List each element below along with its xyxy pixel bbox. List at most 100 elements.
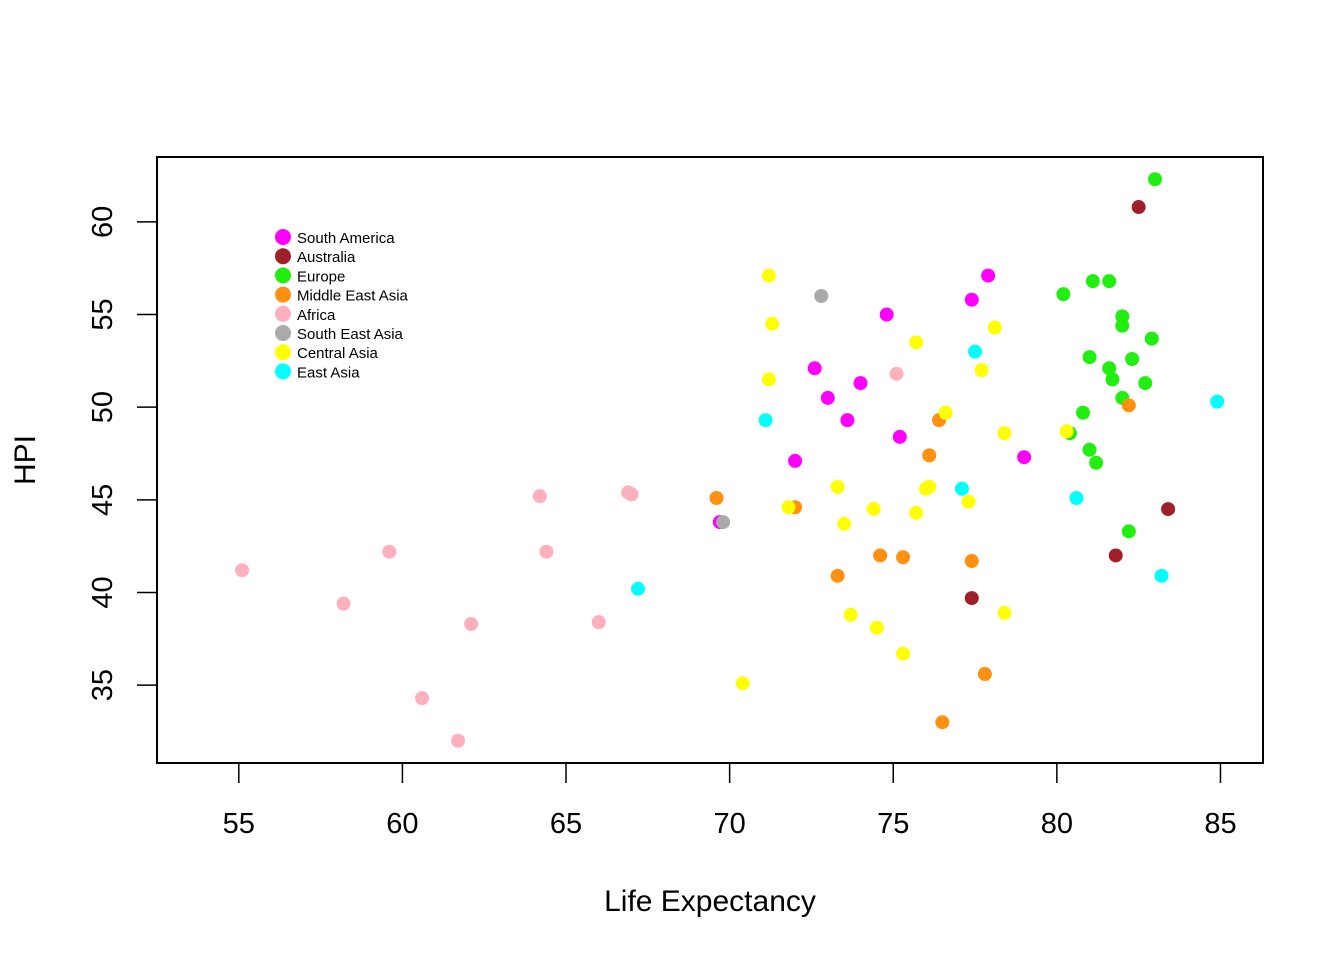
data-point-middle-east-asia [1121,398,1136,413]
data-point-europe [1115,318,1130,333]
legend-marker-east-asia [275,363,291,380]
data-point-south-east-asia [716,515,731,530]
legend: South America Australia Europe Middle East … [275,229,409,381]
data-point-east-asia [758,413,773,428]
legend-label-africa: Africa [297,307,336,324]
legend-label-central-asia: Central Asia [297,345,379,362]
data-point-europe [1121,524,1136,539]
data-point-east-asia [631,581,646,596]
legend-label-south-east-asia: South East Asia [297,326,404,343]
legend-marker-australia [275,248,291,265]
data-point-south-america [964,292,979,307]
y-tick-label: 60 [87,206,119,238]
data-point-africa [336,596,351,611]
legend-marker-africa [275,305,291,322]
data-point-africa [532,489,547,504]
data-point-south-america [788,453,803,468]
data-point-south-america [807,361,822,376]
y-tick-label: 55 [87,298,119,330]
data-point-australia [1131,200,1146,215]
legend-label-europe: Europe [297,268,345,285]
y-tick-label: 35 [87,669,119,701]
data-point-africa [415,691,430,706]
data-point-central-asia [837,516,852,531]
legend-label-south-america: South America [297,230,395,247]
data-point-central-asia [909,505,924,520]
data-point-east-asia [1154,568,1169,583]
data-point-central-asia [997,426,1012,441]
data-point-europe [1138,376,1153,391]
legend-label-middle-east-asia: Middle East Asia [297,288,409,305]
data-point-africa [382,544,397,559]
legend-label-east-asia: East Asia [297,364,360,381]
x-tick-label: 60 [386,808,418,840]
legend-marker-south-america [275,229,291,245]
data-point-central-asia [938,405,953,420]
y-axis-title: HPI [9,435,42,485]
data-point-south-east-asia [814,288,829,303]
data-point-africa [889,366,904,381]
x-tick-label: 55 [223,808,255,840]
data-point-europe [1102,361,1117,376]
x-tick-label: 80 [1041,808,1073,840]
x-axis: 55 60 65 70 75 80 85 [223,762,1237,840]
data-point-europe [1148,172,1163,187]
data-point-europe [1105,372,1120,387]
y-tick-label: 50 [87,391,119,423]
data-point-middle-east-asia [964,554,979,568]
data-point-europe [1085,274,1100,289]
data-point-africa [464,617,479,632]
data-point-central-asia [909,335,924,350]
legend-marker-middle-east-asia [275,286,291,303]
data-point-south-america [820,390,835,405]
data-point-australia [1108,548,1123,563]
data-point-middle-east-asia [922,448,937,463]
x-tick-label: 65 [550,808,582,840]
data-point-middle-east-asia [873,548,888,563]
data-point-central-asia [961,494,976,509]
x-tick-label: 75 [877,808,909,840]
data-point-central-asia [781,500,796,515]
data-point-central-asia [987,320,1002,335]
data-point-central-asia [922,479,937,494]
data-point-europe [1082,442,1097,457]
data-point-central-asia [974,363,989,378]
data-point-central-asia [765,316,780,331]
data-point-middle-east-asia [830,568,845,583]
legend-marker-central-asia [275,344,291,361]
data-point-south-america [892,429,907,444]
data-point-central-asia [997,605,1012,620]
data-point-central-asia [735,676,750,691]
data-point-europe [1125,352,1140,366]
data-point-central-asia [896,646,911,661]
x-axis-title: Life Expectancy [604,885,816,918]
data-point-south-america [853,376,868,391]
x-tick-label: 70 [714,808,746,840]
data-point-central-asia [830,479,845,494]
data-point-europe [1082,350,1097,365]
data-point-australia [964,591,979,606]
data-point-central-asia [761,268,776,283]
data-point-australia [1161,502,1176,517]
y-axis: 35 40 45 50 55 60 [87,206,158,701]
data-point-central-asia [843,607,858,622]
data-point-central-asia [866,502,881,517]
data-point-south-america [879,307,894,322]
y-tick-label: 45 [87,484,119,516]
data-point-middle-east-asia [896,550,911,565]
y-tick-label: 40 [87,576,119,608]
x-tick-label: 85 [1204,808,1236,840]
points-layer [235,172,1225,748]
data-point-africa [539,544,554,559]
data-point-europe [1056,287,1071,302]
data-point-europe [1102,274,1117,289]
data-point-middle-east-asia [709,490,724,505]
data-point-east-asia [1210,394,1225,409]
data-point-south-america [1017,450,1032,465]
data-point-south-america [840,413,855,428]
data-point-africa [235,563,250,578]
data-point-east-asia [1069,490,1084,505]
legend-marker-south-east-asia [275,325,291,341]
data-point-africa [591,615,606,630]
